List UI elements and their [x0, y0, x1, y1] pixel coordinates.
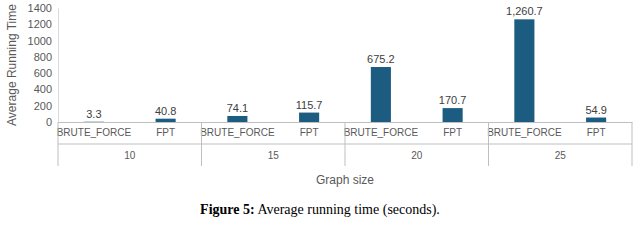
- data-label: 54.9: [585, 104, 606, 116]
- y-tick: 1200: [28, 18, 58, 30]
- data-label: 675.2: [367, 53, 395, 65]
- x-tick-label: BRUTE_FORCE: [487, 127, 562, 138]
- data-label: 74.1: [227, 102, 248, 114]
- y-axis-line: [58, 9, 59, 123]
- x-tick: BRUTE_FORCE: [487, 122, 562, 138]
- y-tick: 1400: [28, 2, 58, 14]
- bar: [514, 19, 534, 122]
- x-tick-label: BRUTE_FORCE: [344, 127, 419, 138]
- caption: Figure 5: Average running time (seconds)…: [200, 202, 440, 218]
- group-label: 25: [555, 150, 567, 161]
- plot: 0 200 400 600 800 1000 1200 1400 3.3 40.8 74.1 115.…: [28, 2, 633, 166]
- x-tick-label: BRUTE_FORCE: [57, 127, 132, 138]
- group-label: 10: [124, 150, 136, 161]
- group-divider: [58, 144, 632, 145]
- x-tick: FPT: [300, 122, 319, 138]
- bar: [586, 118, 606, 122]
- group-separators: [58, 122, 632, 166]
- y-tick-label: 600: [34, 67, 52, 79]
- y-tick: 800: [34, 51, 58, 63]
- y-tick-label: 1200: [28, 18, 52, 30]
- y-tick-label: 400: [34, 83, 52, 95]
- y-tick: 600: [34, 67, 58, 79]
- y-axis-title: Average Running Time: [5, 4, 19, 126]
- bar: [84, 121, 104, 122]
- data-label: 115.7: [296, 99, 323, 111]
- group-labels: 10 15 20 25: [124, 150, 566, 161]
- x-tick: FPT: [587, 122, 606, 138]
- x-tick-label: FPT: [300, 127, 319, 138]
- y-tick: 200: [34, 100, 58, 112]
- data-label: 1,260.7: [506, 5, 543, 17]
- bar: [227, 116, 247, 122]
- x-tick-label: FPT: [443, 127, 462, 138]
- x-tick: FPT: [443, 122, 462, 138]
- bars: [84, 19, 606, 122]
- x-tick: BRUTE_FORCE: [200, 122, 275, 138]
- x-tick-label: FPT: [587, 127, 606, 138]
- y-axis: 0 200 400 600 800 1000 1200 1400: [28, 2, 59, 128]
- x-tick: BRUTE_FORCE: [344, 122, 419, 138]
- bar: [156, 119, 176, 122]
- group-label: 20: [411, 150, 423, 161]
- y-tick-label: 800: [34, 51, 52, 63]
- x-axis-title: Graph size: [316, 173, 374, 187]
- y-tick-label: 200: [34, 100, 52, 112]
- bar: [443, 108, 463, 122]
- y-tick: 400: [34, 83, 58, 95]
- x-tick: BRUTE_FORCE: [57, 122, 132, 138]
- y-tick: 1000: [28, 35, 58, 47]
- x-tick: FPT: [156, 122, 175, 138]
- x-tick-label: BRUTE_FORCE: [200, 127, 275, 138]
- data-label: 40.8: [155, 105, 176, 117]
- data-label: 3.3: [86, 108, 101, 120]
- x-tick-label: FPT: [156, 127, 175, 138]
- y-tick-label: 0: [46, 116, 52, 128]
- bar: [371, 67, 391, 122]
- y-tick-label: 1400: [28, 2, 52, 14]
- y-tick-label: 1000: [28, 35, 52, 47]
- data-label: 170.7: [439, 94, 467, 106]
- chart: 0 200 400 600 800 1000 1200 1400 3.3 40.8 74.1 115.…: [0, 0, 640, 235]
- bar: [299, 113, 319, 122]
- group-label: 15: [268, 150, 280, 161]
- data-labels: 3.3 40.8 74.1 115.7 675.2 170.7 1,260.7 54.9: [86, 5, 607, 119]
